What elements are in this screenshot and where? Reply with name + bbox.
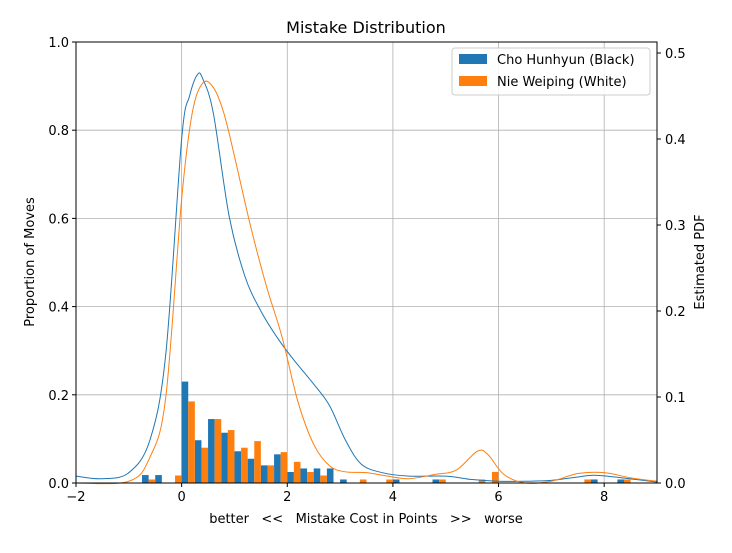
legend-box (451, 47, 651, 96)
y-tick-label: 0.2 (48, 389, 69, 404)
histogram-bar (208, 419, 215, 483)
histogram-bar (267, 465, 275, 483)
x-tick-label: 2 (283, 490, 291, 505)
histogram-bar (386, 479, 393, 483)
histogram-bar (392, 479, 400, 483)
histogram-bar (300, 468, 308, 483)
histogram-bar (617, 479, 624, 483)
pdf-curve (75, 72, 658, 483)
y-tick-label: 0.6 (48, 212, 69, 227)
legend: Cho Hunhyun (Black) Nie Weiping (White) (451, 47, 651, 96)
histogram-bar (432, 479, 440, 483)
histogram-bar (194, 440, 202, 483)
histogram-bar (623, 479, 631, 483)
y2-axis-label: Estimated PDF (693, 214, 708, 309)
histogram-bar (214, 419, 222, 483)
x-tick-label: −2 (66, 490, 85, 505)
legend-swatch-white (459, 76, 487, 86)
y-tick-label: 0.0 (48, 477, 69, 492)
histogram-bar (227, 430, 235, 483)
legend-label-white: Nie Weiping (White) (497, 75, 627, 90)
x-axis-ticks: −2 0 2 4 6 8 (66, 483, 608, 505)
histogram-bar (584, 479, 591, 483)
histogram-bar (340, 479, 347, 483)
y-tick-label: 0.4 (48, 301, 69, 316)
y-tick-label: 1.0 (48, 36, 69, 51)
histogram-bar (478, 479, 486, 483)
histogram-bar (254, 441, 261, 483)
y2-tick-label: 0.4 (665, 133, 686, 148)
histogram-bar (320, 475, 327, 483)
histogram-bar (188, 401, 195, 483)
histogram-bar (241, 447, 248, 483)
x-tick-label: 8 (600, 490, 608, 505)
y-axis-ticks: 0.0 0.2 0.4 0.6 0.8 1.0 (48, 36, 76, 492)
pdf-curves (75, 72, 658, 485)
x-tick-label: 6 (494, 490, 502, 505)
histogram-bar (590, 479, 598, 483)
plot-frame (75, 41, 658, 484)
histogram-bar (142, 475, 149, 483)
histogram-bars (142, 381, 631, 483)
y2-tick-label: 0.2 (665, 305, 686, 320)
legend-swatch-black (459, 54, 487, 64)
histogram-bar (359, 479, 367, 483)
legend-label-black: Cho Hunhyun (Black) (497, 53, 635, 68)
histogram-bar (307, 471, 314, 483)
histogram-bar (234, 451, 242, 483)
histogram-bar (293, 461, 301, 483)
histogram-bar (313, 468, 321, 483)
histogram-bar (439, 479, 446, 483)
y2-tick-label: 0.1 (665, 391, 686, 406)
histogram-bar (175, 475, 182, 483)
y-axis-label: Proportion of Moves (23, 197, 38, 327)
histogram-bar (155, 475, 162, 483)
y-tick-label: 0.8 (48, 124, 69, 139)
x-tick-label: 0 (177, 490, 185, 505)
chart-title: Mistake Distribution (286, 18, 446, 37)
y2-axis-ticks: 0.0 0.1 0.2 0.3 0.4 0.5 (657, 47, 686, 492)
histogram-bar (491, 471, 499, 483)
x-axis-label: better << Mistake Cost in Points >> wors… (209, 512, 523, 527)
histogram-bar (274, 454, 281, 483)
histogram-bar (326, 468, 334, 483)
y2-tick-label: 0.5 (665, 47, 686, 62)
histogram-bar (201, 447, 209, 483)
histogram-bar (260, 465, 268, 483)
y2-tick-label: 0.3 (665, 219, 686, 234)
histogram-bar (280, 452, 288, 483)
histogram-bar (247, 458, 255, 483)
histogram-bar (221, 432, 228, 483)
histogram-bar (287, 471, 294, 483)
histogram-bar (148, 479, 156, 483)
x-tick-label: 4 (389, 490, 397, 505)
histogram-bar (181, 381, 189, 483)
pdf-curve (75, 80, 658, 485)
y2-tick-label: 0.0 (665, 477, 686, 492)
